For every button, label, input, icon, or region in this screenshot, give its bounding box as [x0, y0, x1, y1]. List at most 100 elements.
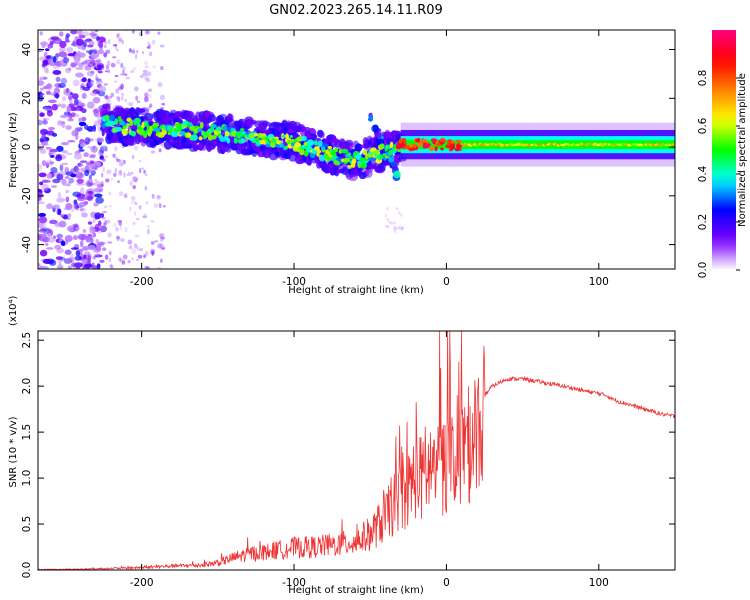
spectrogram-cell — [309, 133, 318, 140]
spectrogram-cell — [92, 124, 97, 132]
spectrogram-cell — [92, 145, 96, 150]
spectrogram-x-tick-label: 0 — [443, 276, 450, 288]
spectrogram-cell — [70, 168, 76, 174]
spectrogram-cell — [50, 166, 58, 174]
spectrogram-cell — [39, 31, 43, 36]
spectrogram-cell — [85, 190, 94, 198]
spectrogram-cell — [104, 103, 111, 113]
spectrogram-cell — [123, 130, 129, 135]
spectrogram-cell — [110, 62, 116, 68]
spectrogram-cell — [108, 114, 116, 121]
spectrogram-cell — [142, 51, 145, 54]
spectrogram-cell — [86, 188, 95, 194]
spectrogram-cell — [388, 156, 395, 163]
spectrogram-cell — [379, 143, 385, 150]
spectrogram-cell — [144, 30, 150, 35]
spectrogram-cell — [82, 254, 87, 259]
spectrogram-cell — [101, 217, 106, 220]
spectrogram-cell — [116, 235, 120, 242]
spectrogram-cell — [173, 128, 179, 133]
spectrogram-cell — [39, 181, 44, 186]
spectrogram-cell — [127, 101, 130, 106]
spectrogram-cell — [159, 244, 165, 250]
spectrogram-cell — [92, 255, 97, 260]
spectrogram-cell — [439, 141, 445, 145]
spectrogram-cell — [38, 80, 44, 84]
spectrogram-cell — [156, 195, 161, 199]
spectrogram-cell — [254, 137, 260, 142]
spectrogram-cell — [86, 44, 94, 48]
spectrogram-cell — [105, 64, 110, 71]
spectrogram-cell — [657, 142, 661, 145]
spectrogram-cell — [45, 242, 49, 247]
spectrogram-cell — [118, 191, 124, 197]
spectrogram-cell — [98, 41, 104, 48]
spectrogram-cell — [162, 247, 166, 250]
snr-x-tick-label: 0 — [443, 577, 450, 589]
spectrogram-cell — [158, 203, 162, 209]
spectrogram-cell — [103, 82, 108, 86]
spectrogram-cell — [450, 144, 454, 148]
spectrogram-cell — [279, 142, 284, 148]
spectrogram-cell — [319, 154, 326, 162]
spectrogram-cell — [52, 69, 62, 75]
spectrogram-cell — [109, 263, 113, 268]
spectrogram-cell — [61, 121, 66, 129]
spectrogram-cell — [113, 172, 117, 177]
spectrogram-cell — [118, 169, 123, 176]
spectrogram-cell — [67, 139, 76, 143]
spectrogram-cell — [85, 235, 91, 243]
spectrogram-cell — [322, 143, 329, 147]
spectrogram-x-ticks: -200 -100 0 100 — [130, 30, 609, 288]
spectrogram-cell — [72, 79, 80, 87]
spectrogram-cell — [40, 227, 50, 231]
spectrogram-cell — [79, 240, 84, 248]
spectrogram-y-ticks: -40 -20 0 20 40 — [21, 43, 675, 253]
spectrogram-cell — [45, 162, 50, 169]
spectrogram-cell — [53, 93, 60, 99]
spectrogram-cell — [66, 47, 74, 53]
spectrogram-cell — [95, 244, 101, 251]
spectrogram-y-label: Frequency (Hz) — [8, 112, 19, 188]
spectrogram-cell — [89, 91, 97, 97]
spectrogram-cell — [104, 95, 109, 100]
spectrogram-cell — [108, 258, 112, 263]
spectrogram-cell — [122, 125, 127, 130]
spectrogram-cell — [97, 49, 105, 55]
snr-y-tick-label: 0.0 — [21, 562, 33, 579]
spectrogram-cell — [384, 214, 388, 218]
spectrogram-cell — [65, 189, 70, 194]
spectrogram-cell — [128, 48, 132, 53]
spectrogram-cell — [134, 202, 138, 206]
spectrogram-cell — [67, 53, 76, 57]
spectrogram-cell — [122, 69, 125, 75]
spectrogram-cell — [354, 143, 363, 152]
spectrogram-cell — [138, 205, 142, 210]
spectrogram-cell — [116, 158, 121, 163]
spectrogram-cell — [388, 220, 392, 225]
spectrogram-cell — [134, 86, 139, 92]
spectrogram-cell — [143, 254, 147, 259]
spectrogram-cell — [83, 200, 89, 205]
spectrogram-cell — [81, 116, 87, 122]
spectrogram-cell — [67, 94, 72, 100]
spectrogram-cell — [49, 161, 55, 165]
spectrogram-cell — [113, 44, 118, 47]
spectrogram-cell — [303, 150, 309, 157]
spectrogram-cell — [114, 126, 123, 132]
spectrogram-cell — [73, 98, 79, 106]
spectrogram-cell — [76, 182, 85, 186]
spectrogram-cell — [367, 157, 375, 161]
spectrogram-cell — [75, 72, 84, 78]
spectrogram-cell — [46, 173, 52, 179]
spectrogram-cell — [67, 118, 74, 122]
spectrogram-cell — [77, 162, 82, 167]
spectrogram-cell — [434, 146, 438, 152]
spectrogram-cell — [125, 76, 131, 80]
spectrogram-cell — [126, 123, 130, 127]
spectrogram-cell — [281, 134, 287, 138]
spectrogram-cell — [97, 70, 103, 74]
spectrogram-cell — [368, 114, 374, 122]
spectrogram-cell — [113, 80, 118, 83]
spectrogram-cell — [92, 187, 96, 194]
